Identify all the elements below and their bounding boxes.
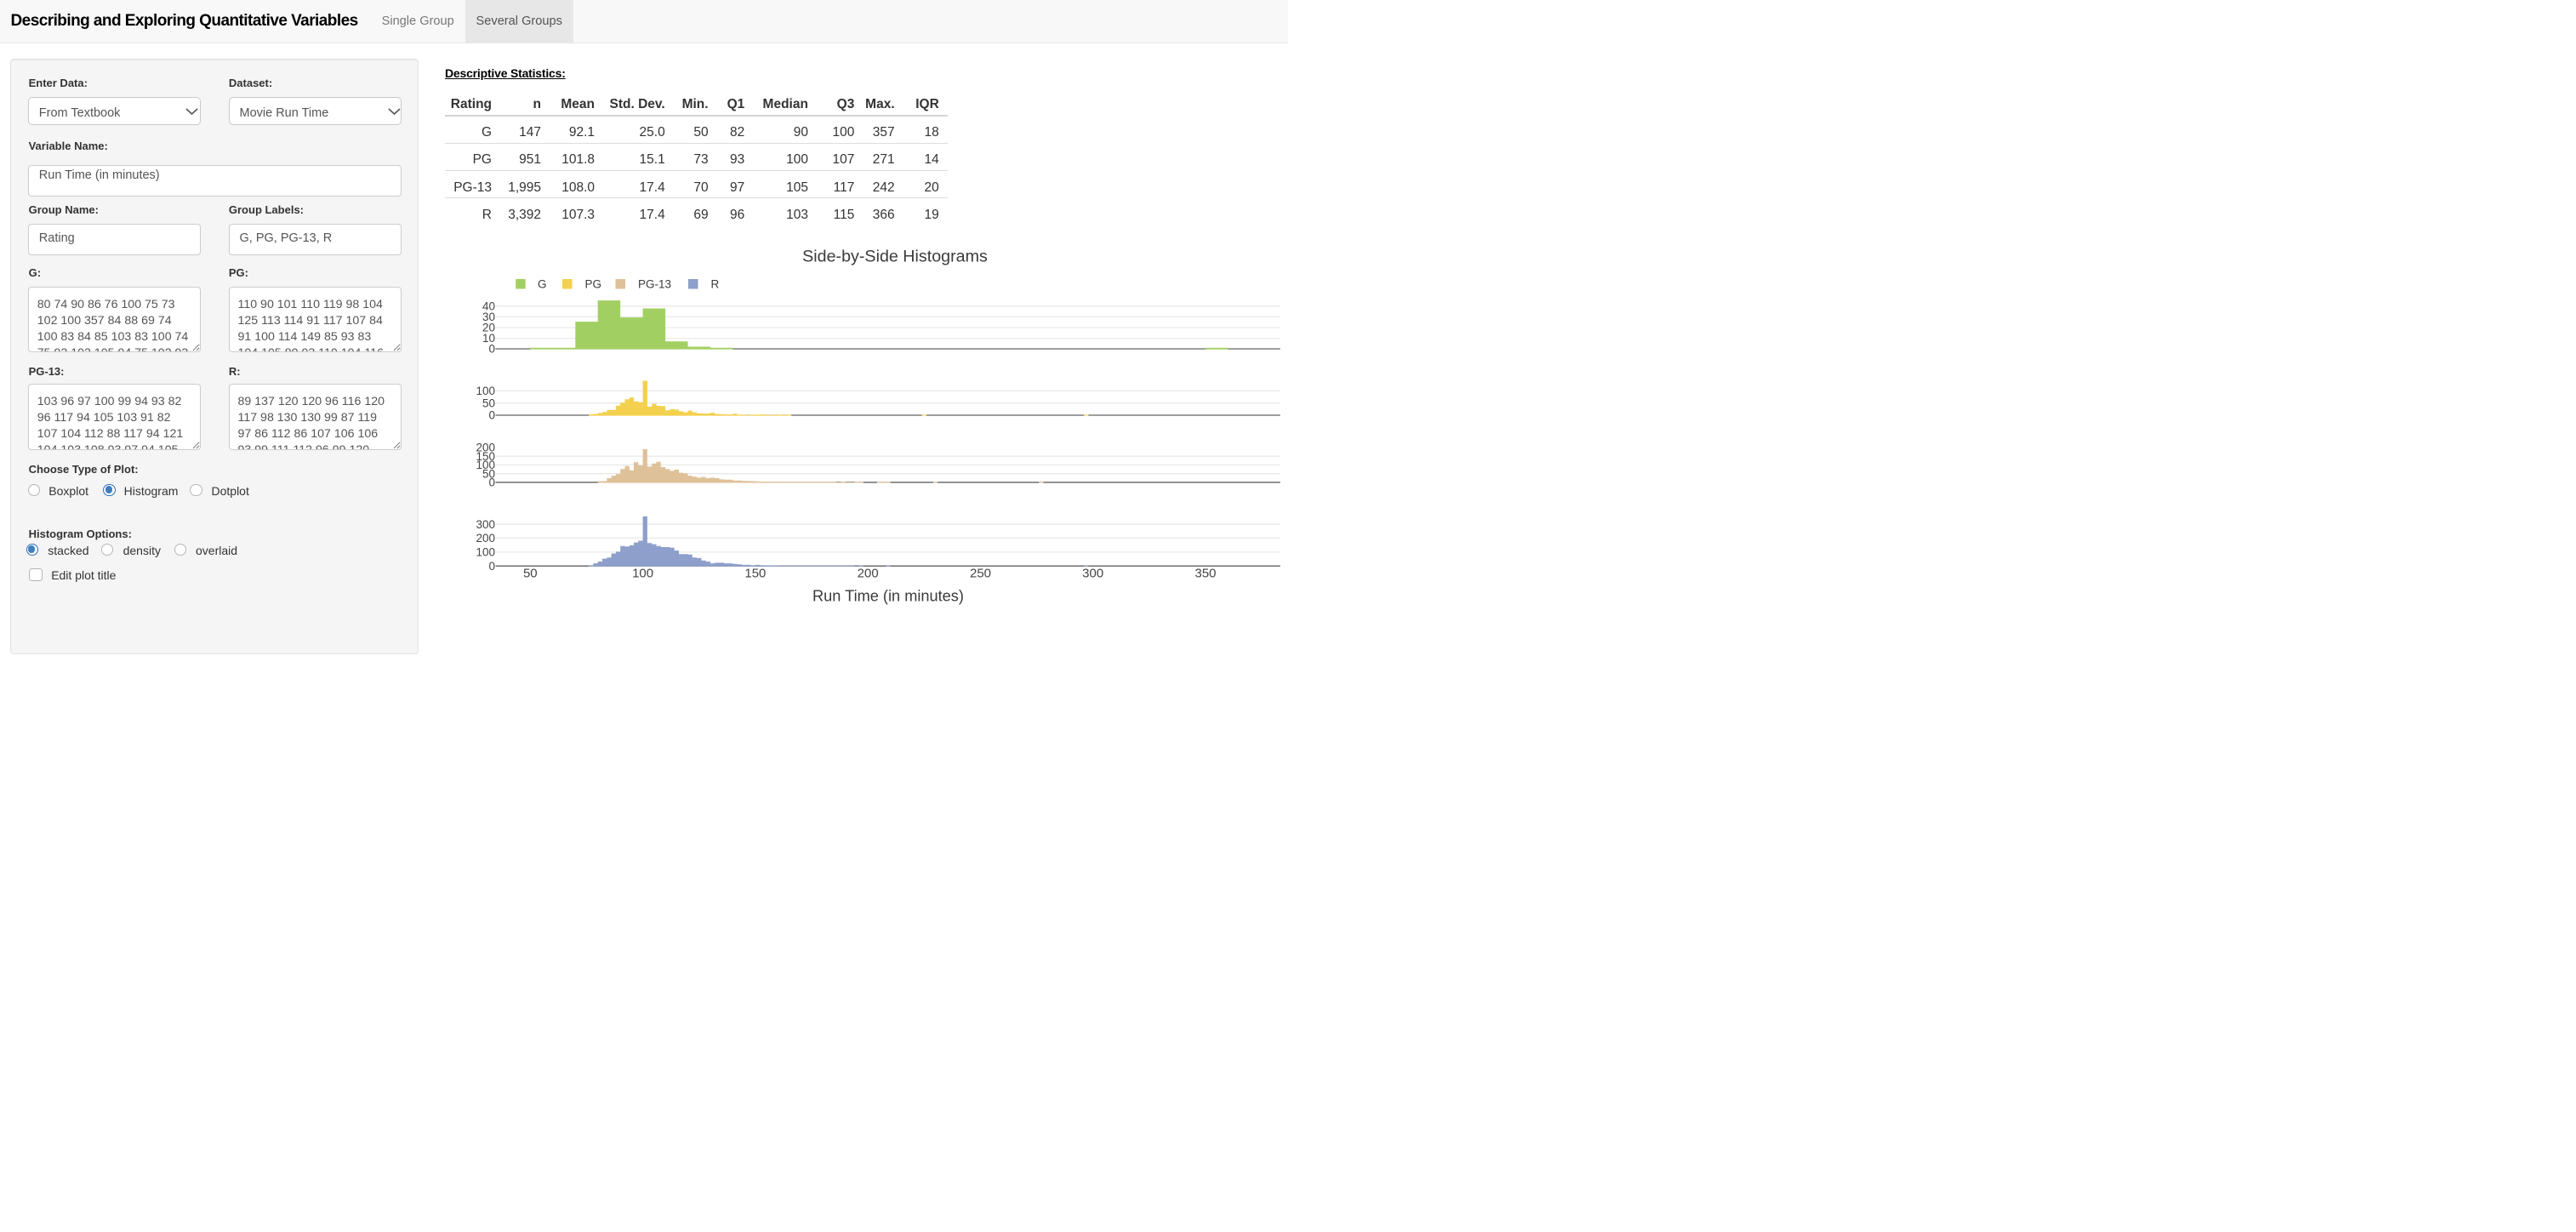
svg-text:0: 0	[488, 343, 495, 356]
svg-text:50: 50	[482, 396, 495, 409]
svg-text:100: 100	[476, 459, 495, 471]
svg-text:20: 20	[482, 322, 495, 334]
svg-text:Side-by-Side Histograms: Side-by-Side Histograms	[802, 247, 988, 265]
svg-text:50: 50	[482, 467, 495, 480]
svg-text:150: 150	[476, 450, 495, 463]
svg-text:50: 50	[523, 566, 538, 580]
svg-text:10: 10	[482, 332, 495, 345]
svg-text:100: 100	[476, 546, 495, 559]
svg-text:100: 100	[632, 566, 653, 580]
svg-text:G: G	[538, 278, 547, 291]
svg-text:PG: PG	[585, 278, 602, 291]
svg-text:0: 0	[488, 476, 495, 489]
svg-text:150: 150	[744, 566, 766, 580]
svg-text:40: 40	[482, 299, 495, 312]
svg-text:200: 200	[476, 442, 495, 454]
svg-text:30: 30	[482, 311, 495, 323]
svg-text:200: 200	[858, 566, 879, 580]
svg-text:Run Time (in minutes): Run Time (in minutes)	[812, 587, 964, 604]
svg-text:PG-13: PG-13	[638, 278, 671, 291]
svg-text:250: 250	[970, 566, 991, 580]
svg-text:0: 0	[488, 560, 495, 573]
svg-text:100: 100	[476, 385, 495, 397]
svg-text:350: 350	[1194, 566, 1216, 580]
svg-text:300: 300	[1082, 566, 1103, 580]
svg-text:0: 0	[488, 409, 495, 422]
svg-text:300: 300	[476, 518, 495, 531]
svg-text:R: R	[711, 278, 720, 291]
svg-text:200: 200	[476, 532, 495, 545]
